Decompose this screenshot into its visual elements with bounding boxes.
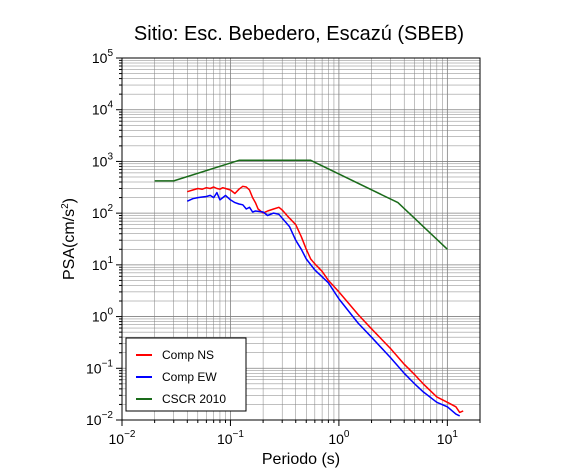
x-tick-labels: 10−2 10−1 100 101	[109, 429, 459, 447]
series-line	[186, 191, 461, 417]
y-tick-label-exponent: −1	[102, 358, 114, 369]
legend-label: Comp NS	[162, 348, 214, 362]
y-tick-label-base: 10	[92, 153, 108, 169]
y-tick-label: 102	[92, 203, 114, 221]
y-tick-label: 105	[92, 48, 114, 66]
x-tick-label-base: 10	[109, 431, 125, 447]
y-axis-label-sup: 2	[60, 203, 71, 209]
legend-label: Comp EW	[162, 370, 217, 384]
legend-items: Comp NS Comp EW CSCR 2010	[136, 348, 226, 406]
y-tick-label-base: 10	[86, 412, 102, 428]
x-tick-label-base: 10	[328, 431, 344, 447]
y-tick-label-exponent: 1	[107, 255, 113, 266]
chart-title: Sitio: Esc. Bebedero, Escazú (SBEB)	[134, 23, 464, 45]
y-tick-label: 104	[92, 100, 114, 118]
y-tick-label: 10−1	[86, 358, 113, 376]
y-axis-label-suffix: )	[61, 198, 78, 203]
series-line	[154, 159, 448, 250]
y-tick-label-exponent: 2	[107, 203, 113, 214]
x-tick-label: 10−1	[217, 429, 244, 447]
y-tick-label: 103	[92, 151, 114, 169]
x-tick-label: 100	[328, 429, 350, 447]
y-tick-label: 10−2	[86, 410, 113, 428]
y-tick-label-base: 10	[92, 50, 108, 66]
y-axis-label-prefix: PSA(cm/s	[61, 209, 78, 280]
x-axis-label: Periodo (s)	[262, 451, 340, 468]
y-tick-label-base: 10	[92, 309, 108, 325]
legend: Comp NS Comp EW CSCR 2010	[125, 337, 247, 412]
y-tick-label-exponent: 4	[107, 100, 113, 111]
y-tick-label-exponent: 5	[107, 48, 113, 59]
plot-lines	[154, 159, 464, 417]
y-axis-label: PSA(cm/s2)	[60, 198, 78, 280]
x-tick-label-exponent: −1	[233, 429, 245, 440]
plot-frame	[121, 57, 481, 421]
y-tick-label: 101	[92, 255, 114, 273]
x-tick-label: 10−2	[109, 429, 136, 447]
x-tick-label-base: 10	[217, 431, 233, 447]
ticks	[116, 57, 481, 426]
x-tick-label-exponent: 1	[452, 429, 458, 440]
y-tick-label-exponent: 3	[107, 151, 113, 162]
x-tick-label: 101	[437, 429, 459, 447]
x-tick-label-exponent: −2	[124, 429, 136, 440]
legend-label: CSCR 2010	[162, 392, 226, 406]
series-line	[187, 185, 464, 414]
y-tick-label-base: 10	[92, 257, 108, 273]
x-tick-label-exponent: 0	[344, 429, 350, 440]
y-tick-label-base: 10	[92, 205, 108, 221]
y-tick-label-exponent: 0	[107, 307, 113, 318]
y-tick-label: 100	[92, 307, 114, 325]
y-tick-label-exponent: −2	[102, 410, 114, 421]
x-tick-label-base: 10	[437, 431, 453, 447]
y-tick-label-base: 10	[86, 360, 102, 376]
y-tick-label-base: 10	[92, 102, 108, 118]
